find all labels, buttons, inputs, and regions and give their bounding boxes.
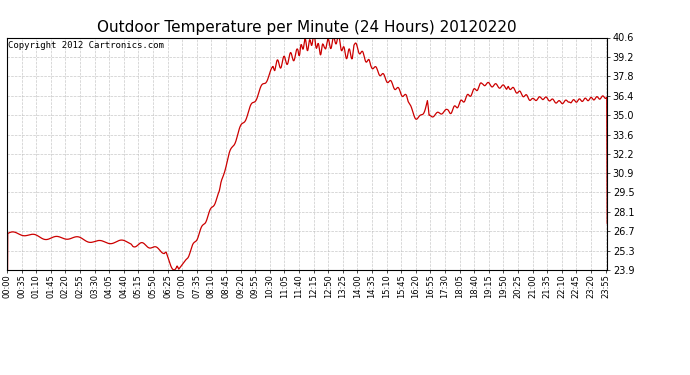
Title: Outdoor Temperature per Minute (24 Hours) 20120220: Outdoor Temperature per Minute (24 Hours…: [97, 20, 517, 35]
Text: Copyright 2012 Cartronics.com: Copyright 2012 Cartronics.com: [8, 41, 164, 50]
